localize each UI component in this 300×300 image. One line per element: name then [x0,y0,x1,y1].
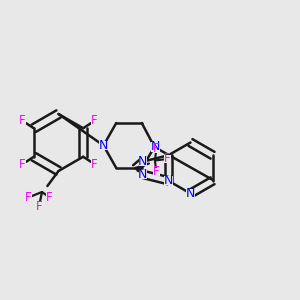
Text: N: N [138,155,148,168]
FancyBboxPatch shape [91,160,98,168]
Text: F: F [91,158,98,171]
FancyBboxPatch shape [151,142,160,152]
Text: N: N [186,187,195,200]
Text: F: F [19,158,26,171]
FancyBboxPatch shape [91,116,98,125]
FancyBboxPatch shape [46,193,53,202]
FancyBboxPatch shape [153,145,160,152]
FancyBboxPatch shape [139,157,147,166]
Text: F: F [153,165,160,178]
FancyBboxPatch shape [186,189,195,198]
Text: F: F [19,114,26,127]
Text: F: F [25,191,32,204]
FancyBboxPatch shape [99,141,108,150]
Text: F: F [46,191,53,204]
FancyBboxPatch shape [164,176,172,185]
Text: F: F [164,152,171,166]
Text: N: N [138,168,148,181]
Text: F: F [153,142,160,155]
Text: N: N [151,140,160,154]
FancyBboxPatch shape [153,168,160,176]
FancyBboxPatch shape [25,193,32,202]
Text: N: N [99,139,108,152]
FancyBboxPatch shape [139,170,147,179]
FancyBboxPatch shape [19,116,26,125]
FancyBboxPatch shape [164,155,171,163]
FancyBboxPatch shape [19,160,26,168]
Text: N: N [164,174,173,187]
Text: F: F [36,200,42,213]
Text: F: F [91,114,98,127]
FancyBboxPatch shape [35,202,43,211]
